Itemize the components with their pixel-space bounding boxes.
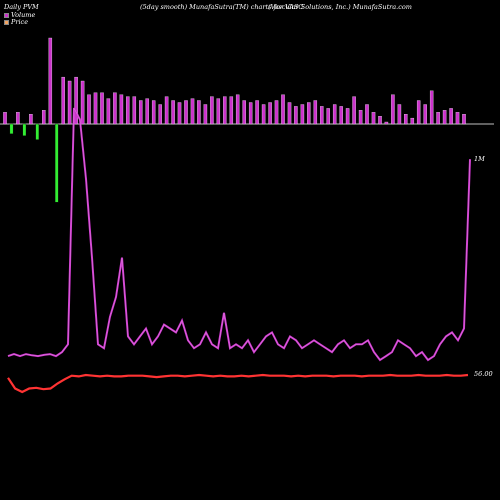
volume-bar [74,76,78,125]
chart-header-right: (Vascular Solutions, Inc.) MunafaSutra.c… [268,3,412,11]
volume-bar [223,96,227,125]
volume-bar [255,100,259,125]
volume-bar [455,112,460,125]
volume-bar [171,100,175,125]
volume-bar [210,96,214,125]
volume-bar [216,98,221,125]
volume-bar [177,102,182,125]
volume-bar [119,94,124,125]
volume-bar [449,108,453,125]
volume-bar [203,104,208,125]
volume-bar [9,123,14,134]
volume-bar [365,104,369,125]
volume-bar [126,96,130,125]
volume-bar [345,108,350,125]
volume-bar [87,94,91,125]
volume-bar [80,80,85,125]
volume-bar [313,100,318,125]
volume-bar [384,121,389,125]
price-line-label: 56.00 [474,370,493,378]
volume-bar [197,100,201,125]
volume-bar [261,104,266,125]
volume-bar [429,90,434,125]
volume-bar [29,114,33,125]
volume-bar [106,98,111,125]
legend-price-label: Price [11,18,29,26]
volume-bar [332,104,337,125]
volume-bar [378,116,382,125]
volume-bar [3,112,7,125]
volume-bar [404,114,408,125]
chart-header-center: (5day smooth) MunafaSutra(TM) charts for… [140,3,304,11]
volume-bar [132,96,137,125]
volume-bar [423,104,427,125]
volume-bar [235,94,240,125]
volume-bar [35,123,40,140]
volume-bar [326,108,330,125]
volume-bar [294,106,298,125]
volume-bars [3,37,466,203]
volume-bar [300,104,305,125]
volume-bar [274,100,279,125]
volume-bar [190,98,195,125]
legend-price-swatch [4,19,9,25]
volume-bar [339,106,343,125]
volume-bar [436,112,440,125]
volume-bar [164,96,169,125]
volume-bar [320,106,324,125]
volume-bar [158,104,162,125]
volume-bar [281,94,285,125]
volume-bar [287,102,292,125]
volume-bar [151,100,156,125]
legend-volume-label: Volume [11,11,36,19]
volume-bar [416,100,421,125]
legend-volume: Volume [4,11,35,19]
volume-bar [145,98,149,125]
volume-bar [307,102,311,125]
volume-bar [42,110,46,125]
volume-bar [93,92,98,125]
volume-bar [397,104,402,125]
volume-bar [242,100,246,125]
volume-bar [442,110,447,125]
volume-bar [352,96,356,125]
volume-bar [410,117,415,125]
volume-bar [248,102,253,125]
volume-bar [139,100,143,125]
volume-bar [100,92,104,125]
volume-bar [462,114,466,125]
volume-bar [113,92,117,125]
volume-bar [358,110,363,125]
price-line [7,373,469,394]
volume-line-highlight [7,107,471,361]
volume-bar [67,80,72,125]
volume-line-label: 1M [474,155,485,163]
volume-bar [371,112,376,125]
legend-price: Price [4,18,28,26]
legend-volume-swatch [4,12,9,18]
volume-bar [22,123,27,136]
volume-bar [61,76,65,125]
volume-bar [229,96,234,125]
volume-bar [48,37,53,125]
chart-header-left: Daily PVM [4,3,39,11]
volume-bar [16,112,20,125]
volume-bar [391,94,395,125]
volume-bar [184,100,188,125]
volume-bar [268,102,272,125]
volume-bar [54,123,59,203]
volume-line [7,107,471,362]
